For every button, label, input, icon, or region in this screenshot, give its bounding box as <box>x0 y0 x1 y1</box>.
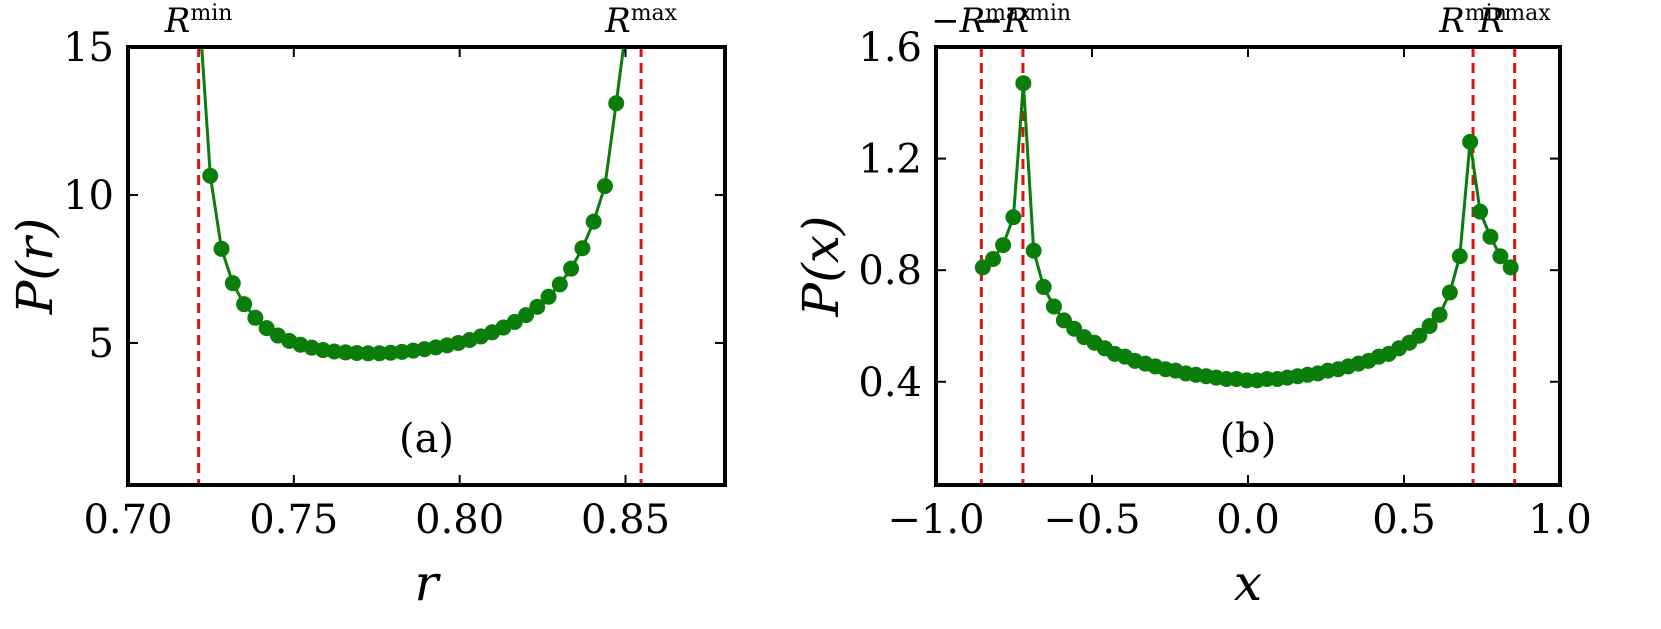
data-point <box>585 213 602 230</box>
plot-frame <box>934 45 1562 487</box>
x-tick-label: −1.0 <box>887 497 984 543</box>
data-point <box>1005 209 1022 226</box>
x-axis-label: x <box>1234 554 1262 612</box>
data-point <box>213 240 230 257</box>
data-point <box>1472 203 1489 220</box>
y-tick-label: 0.4 <box>858 360 922 406</box>
data-point <box>985 251 1002 268</box>
data-point <box>596 178 613 195</box>
data-point <box>224 275 241 292</box>
y-tick-label: 1.2 <box>858 137 922 183</box>
data-point <box>574 240 591 257</box>
data-point <box>551 276 568 293</box>
data-point <box>258 320 275 337</box>
data-point <box>608 95 625 112</box>
data-point <box>518 307 534 324</box>
x-tick-label: 1.0 <box>1528 497 1592 543</box>
x-axis-label: r <box>415 554 442 612</box>
data-point <box>563 260 580 277</box>
data-point <box>529 298 546 315</box>
data-point <box>348 345 365 362</box>
data-point <box>202 167 219 184</box>
reference-line-label: Rmin <box>1438 1 1507 41</box>
data-point <box>337 344 354 361</box>
y-axis-label: P(x) <box>792 216 850 318</box>
x-tick-label: −0.5 <box>1043 497 1140 543</box>
data-point <box>1045 298 1062 315</box>
x-tick-label: 0.5 <box>1372 497 1436 543</box>
data-point <box>1411 327 1428 344</box>
data-point <box>247 309 264 326</box>
series-line <box>981 83 1512 382</box>
y-tick-label: 15 <box>63 25 114 71</box>
plot-frame <box>126 45 727 487</box>
data-point <box>1441 284 1458 301</box>
data-point <box>1492 248 1509 265</box>
reference-line-label: Rmax <box>1478 1 1552 41</box>
series-line <box>200 47 626 355</box>
y-axis-label: P(r) <box>6 218 64 316</box>
panel-b: −1.0 −0.5 0.0 0.5 1.0 0.4 0.8 1.2 1.6−Rmax−Rmin R… <box>792 1 1592 612</box>
data-point <box>1421 317 1438 334</box>
x-tick-label: 0.75 <box>249 497 338 543</box>
y-tick-label: 10 <box>63 173 114 219</box>
reference-line-label: −Rmax <box>931 1 1032 41</box>
reference-line-label: −Rmin <box>975 1 1071 41</box>
y-tick-label: 1.6 <box>858 25 922 71</box>
data-point <box>1015 75 1032 92</box>
data-point <box>1431 306 1448 323</box>
data-point <box>1451 248 1468 265</box>
data-point <box>236 296 253 313</box>
x-tick-label: 0.70 <box>83 497 172 543</box>
x-tick-label: 0.80 <box>415 497 504 543</box>
data-point <box>1482 228 1499 245</box>
data-point <box>1025 242 1042 259</box>
y-tick-label: 0.8 <box>858 248 922 294</box>
reference-line-label: Rmax <box>604 1 678 41</box>
data-point <box>1502 259 1519 276</box>
panel-label: (b) <box>1220 416 1277 462</box>
y-tick-label: 5 <box>89 321 114 367</box>
panel-a: 0.70 0.75 0.80 0.85 5 10 15 Rmin Rmax (a) r P(r) <box>6 1 727 612</box>
x-tick-label: 0.0 <box>1216 497 1280 543</box>
x-tick-label: 0.85 <box>581 497 670 543</box>
reference-line-label: Rmin <box>164 1 233 41</box>
data-point <box>371 345 388 362</box>
data-point <box>995 237 1012 254</box>
panel-label: (a) <box>399 416 454 462</box>
data-point <box>1462 133 1479 150</box>
data-point <box>1035 278 1052 295</box>
data-point <box>540 288 557 305</box>
data-point <box>360 345 377 362</box>
